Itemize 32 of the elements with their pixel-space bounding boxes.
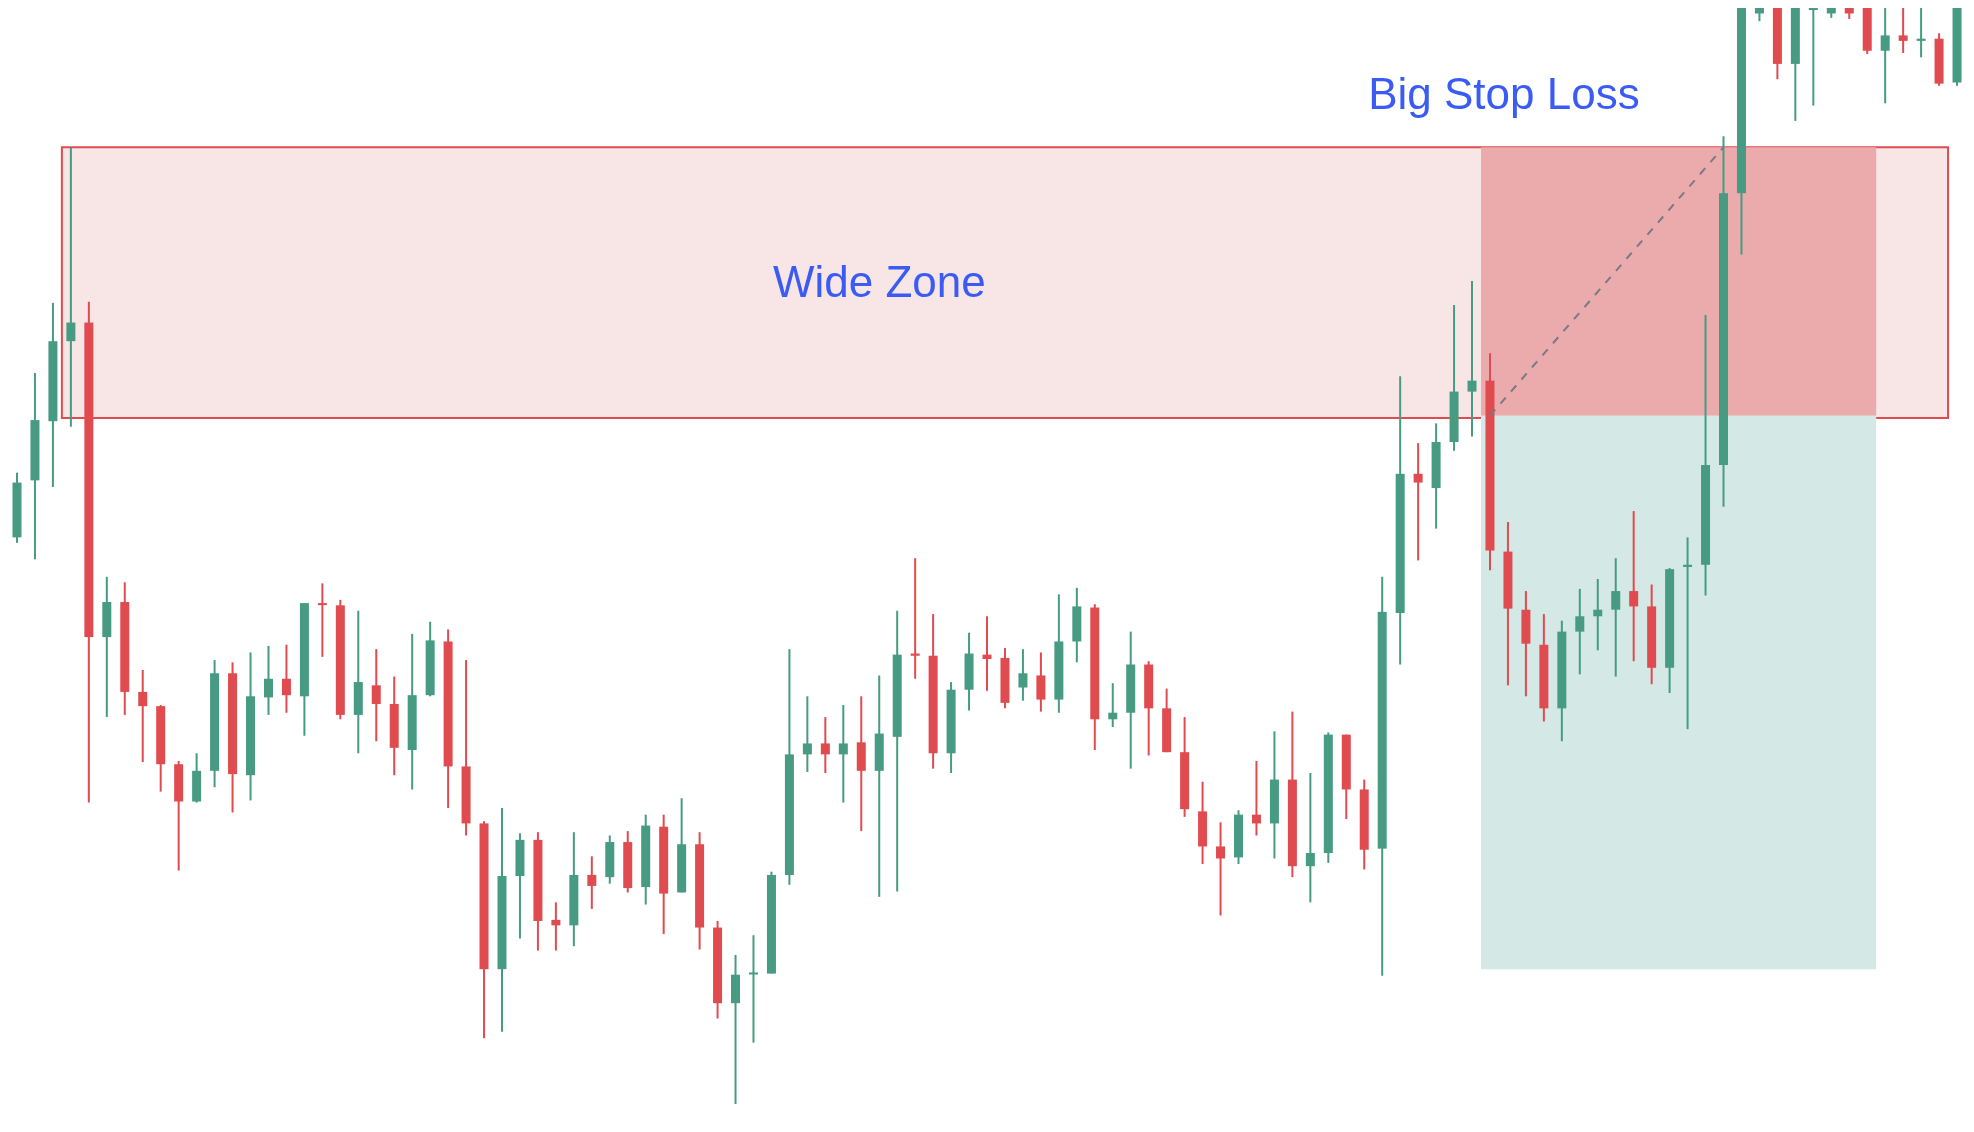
- band-label: Wide Zone: [772, 256, 986, 306]
- candlestick: [1216, 821, 1226, 917]
- candlestick: [263, 644, 273, 716]
- candlestick: [1108, 682, 1118, 728]
- candlestick: [910, 557, 920, 680]
- candlestick: [371, 648, 381, 743]
- candlestick: [1629, 510, 1639, 663]
- candlestick: [1916, 8, 1926, 59]
- candlestick: [1683, 536, 1693, 731]
- candlestick: [1018, 648, 1028, 702]
- candlestick: [1593, 578, 1603, 652]
- candlestick: [1575, 587, 1585, 676]
- candlestick: [1880, 8, 1890, 105]
- candlestick: [748, 934, 758, 1044]
- candlestick: [1808, 8, 1818, 107]
- candlestick: [1413, 442, 1423, 562]
- candlestick: [1305, 772, 1315, 904]
- candlestick: [551, 901, 561, 952]
- candlestick: [587, 855, 597, 910]
- band-label: Big Stop Loss: [1368, 69, 1640, 119]
- candlestick: [317, 582, 327, 658]
- candlestick: [982, 615, 992, 692]
- candlestick: [838, 704, 848, 804]
- candlestick: [820, 716, 830, 775]
- candlestick: [281, 643, 291, 714]
- candlestick: [138, 668, 148, 764]
- candlestick: [66, 146, 76, 428]
- candlestick: [1467, 279, 1477, 438]
- candlestick: [1611, 557, 1621, 678]
- candlestick: [1898, 8, 1908, 54]
- candlestick: [1251, 759, 1261, 837]
- candlestick: [802, 695, 812, 773]
